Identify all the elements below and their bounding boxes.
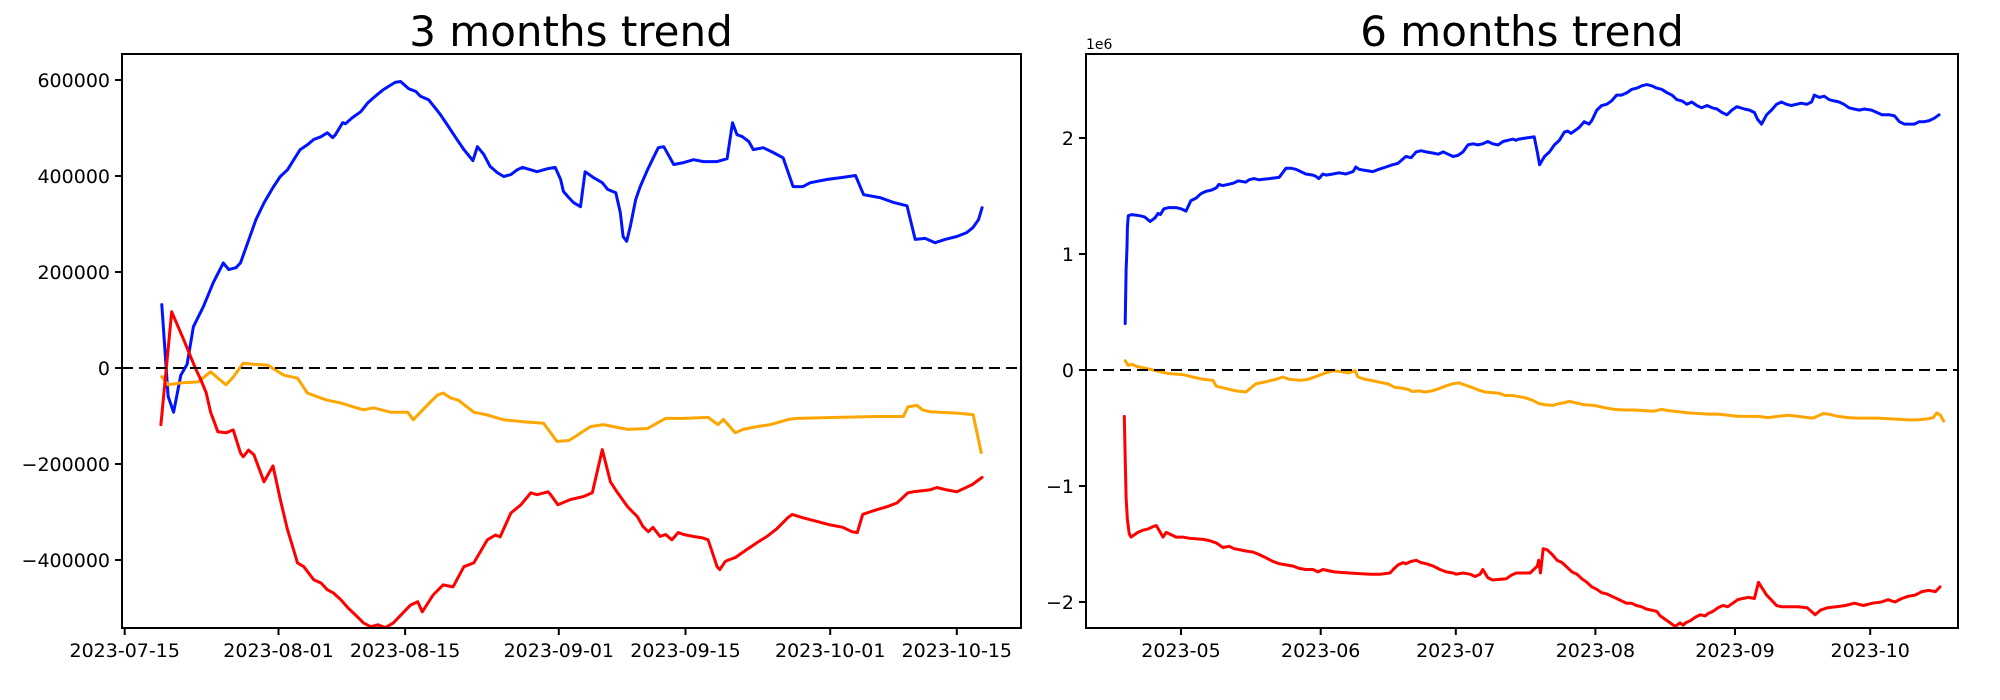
axes-box <box>121 53 1022 629</box>
x-tick-label: 2023-10 <box>1831 640 1910 662</box>
left-chart-title: 3 months trend <box>409 7 733 56</box>
x-tick-label: 2023-06 <box>1281 640 1360 662</box>
y-tick-label: 1 <box>1062 244 1074 266</box>
left-chart: 2023-07-15 2023-08-01 2023-08-15 2023-09-01… <box>22 53 1022 662</box>
y-tick-label: 200000 <box>37 262 110 284</box>
red-line <box>1122 414 1942 628</box>
right-chart: 2023-05 2023-06 2023-07 2023-08 2023-09 2023-… <box>1046 53 1959 662</box>
x-tick-label: 2023-08-01 <box>223 640 333 662</box>
y-tick-label: 0 <box>1062 360 1074 382</box>
red-line <box>159 310 984 630</box>
right-chart-title: 6 months trend <box>1360 7 1684 56</box>
blue-line <box>160 80 984 414</box>
x-tick-label: 2023-10-01 <box>775 640 885 662</box>
y-tick-label: 600000 <box>37 70 110 92</box>
x-tick-label: 2023-07-15 <box>69 640 179 662</box>
x-tick-label: 2023-05 <box>1141 640 1220 662</box>
blue-line <box>1123 83 1941 326</box>
x-tick-label: 2023-09-01 <box>504 640 614 662</box>
orange-line <box>160 361 983 454</box>
y-tick-label: 2 <box>1062 128 1074 150</box>
y-tick-label: −400000 <box>22 550 110 572</box>
orange-line <box>1123 359 1946 423</box>
y-tick-label: 400000 <box>37 166 110 188</box>
y-tick-label: −200000 <box>22 454 110 476</box>
y-tick-label: −1 <box>1046 476 1074 498</box>
x-tick-label: 2023-10-15 <box>902 640 1012 662</box>
right-chart-axis-offset-label: 1e6 <box>1086 37 1113 53</box>
x-tick-label: 2023-09-15 <box>630 640 740 662</box>
y-tick-label: 0 <box>98 358 110 380</box>
x-tick-label: 2023-09 <box>1695 640 1774 662</box>
x-tick-label: 2023-08 <box>1556 640 1635 662</box>
x-tick-label: 2023-07 <box>1416 640 1495 662</box>
axes-box <box>1085 53 1959 629</box>
x-tick-label: 2023-08-15 <box>350 640 460 662</box>
y-tick-label: −2 <box>1046 592 1074 614</box>
